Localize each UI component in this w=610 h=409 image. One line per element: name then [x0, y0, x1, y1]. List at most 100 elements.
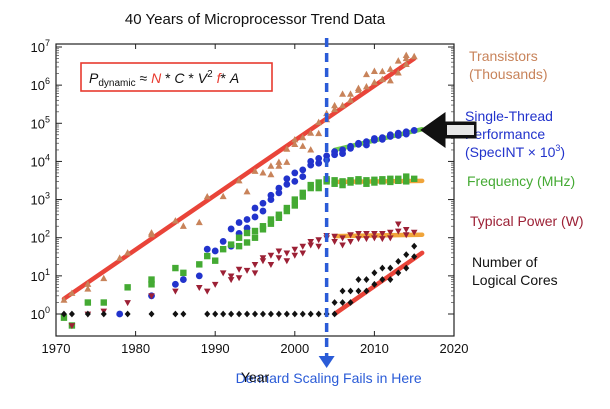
data-point	[387, 178, 394, 186]
data-point	[195, 218, 203, 226]
data-point	[171, 217, 179, 224]
data-point	[203, 245, 211, 253]
data-point	[355, 230, 362, 237]
data-point	[172, 310, 179, 318]
data-point	[307, 158, 315, 165]
data-point	[267, 261, 275, 268]
data-point	[275, 184, 283, 192]
data-point	[267, 220, 275, 227]
data-point	[124, 249, 132, 256]
data-point	[299, 310, 306, 318]
data-point	[84, 285, 92, 292]
data-point	[275, 162, 283, 169]
x-tick-label: 1970	[42, 341, 71, 356]
data-point	[299, 173, 307, 181]
data-point	[387, 235, 394, 242]
data-point	[259, 207, 267, 215]
data-point	[219, 245, 227, 253]
data-point	[259, 199, 267, 207]
data-point	[267, 196, 275, 203]
data-point	[283, 158, 291, 165]
data-point	[124, 284, 131, 291]
data-point	[394, 228, 402, 235]
data-point	[211, 247, 219, 255]
data-point	[116, 254, 124, 261]
data-point	[220, 310, 227, 318]
arrow-down-icon	[318, 356, 335, 368]
data-point	[291, 135, 299, 143]
data-point	[251, 204, 259, 212]
data-point	[291, 252, 299, 259]
data-point	[394, 221, 402, 228]
x-axis: 1970 1980 1990 2000 2010 2020	[42, 44, 468, 356]
data-point	[363, 177, 370, 184]
data-point	[394, 57, 402, 64]
data-point	[283, 310, 290, 318]
data-point	[339, 287, 346, 295]
series-1	[116, 127, 418, 318]
data-point	[299, 250, 307, 257]
data-point	[339, 299, 346, 306]
data-point	[283, 175, 291, 183]
svg-text:Pdynamic ≈ N * C * V2 f* A: Pdynamic ≈ N * C * V2 f* A	[89, 69, 239, 89]
data-point	[355, 139, 362, 147]
data-point	[211, 281, 219, 288]
data-point	[251, 270, 259, 277]
data-point	[363, 141, 370, 149]
legend-label: Typical Power (W)	[470, 213, 584, 229]
data-point	[331, 233, 338, 240]
highlight-arrow-icon	[420, 112, 477, 148]
data-point	[347, 299, 354, 306]
data-point	[172, 288, 179, 295]
y-tick-label: 102	[31, 229, 50, 246]
data-point	[243, 224, 251, 232]
data-point	[227, 225, 235, 233]
data-point	[394, 129, 402, 137]
data-point	[291, 177, 299, 185]
series-0	[60, 51, 418, 303]
data-point	[235, 219, 243, 226]
data-point	[371, 179, 378, 186]
data-point	[68, 289, 76, 296]
data-point	[235, 177, 243, 184]
data-point	[275, 255, 283, 262]
data-point	[60, 314, 68, 321]
data-point	[275, 214, 283, 221]
data-point	[370, 67, 378, 74]
data-point	[275, 248, 283, 255]
data-point	[227, 273, 235, 280]
data-point	[371, 235, 378, 242]
data-point	[275, 310, 282, 318]
data-point	[204, 252, 211, 260]
data-point	[124, 300, 131, 307]
data-point	[243, 267, 251, 274]
data-point	[395, 257, 402, 265]
data-point	[403, 251, 410, 259]
data-point	[100, 274, 108, 282]
data-point	[347, 144, 354, 152]
data-point	[371, 280, 378, 288]
data-point	[68, 310, 75, 318]
data-point	[100, 299, 107, 306]
data-point	[203, 288, 211, 295]
data-point	[283, 250, 291, 257]
data-point	[259, 310, 266, 318]
data-point	[339, 235, 346, 242]
data-point	[347, 179, 354, 186]
data-point	[251, 227, 259, 235]
data-point	[299, 193, 306, 200]
data-point	[363, 287, 370, 295]
data-point	[299, 189, 306, 197]
y-tick-label: 107	[31, 38, 50, 55]
data-point	[339, 242, 346, 249]
data-point	[331, 105, 339, 113]
data-point	[148, 310, 155, 318]
y-axis: 100 101 102 103 104 105 106 107	[31, 38, 454, 322]
data-point	[195, 284, 203, 291]
data-point	[219, 238, 227, 245]
data-point	[354, 84, 362, 92]
data-point	[259, 226, 267, 233]
data-point	[100, 310, 107, 318]
data-point	[386, 76, 394, 84]
data-point	[371, 135, 378, 142]
